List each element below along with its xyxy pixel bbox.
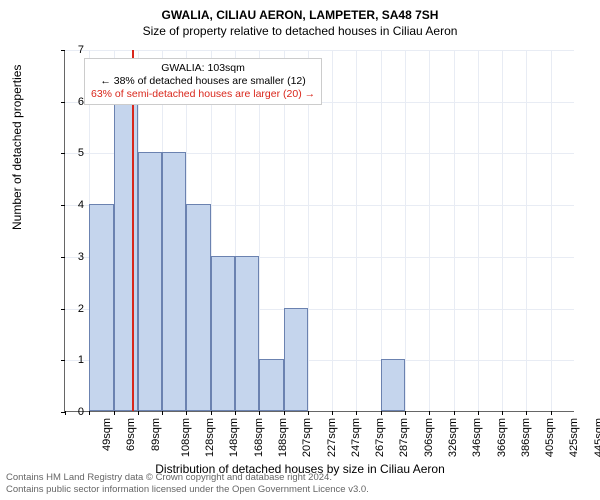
xtick-mark: [259, 411, 260, 415]
gridline-v: [478, 50, 479, 411]
xtick-label: 128sqm: [204, 418, 216, 457]
xtick-label: 287sqm: [399, 418, 411, 457]
xtick-label: 326sqm: [447, 418, 459, 457]
xtick-label: 445sqm: [593, 418, 600, 457]
bar: [186, 204, 210, 411]
gridline-v: [526, 50, 527, 411]
annotation-line-2: ← 38% of detached houses are smaller (12…: [91, 75, 315, 88]
xtick-mark: [429, 411, 430, 415]
page-subtitle: Size of property relative to detached ho…: [0, 22, 600, 38]
xtick-label: 168sqm: [253, 418, 265, 457]
gridline-v: [405, 50, 406, 411]
gridline-h: [65, 50, 574, 51]
gridline-v: [502, 50, 503, 411]
xtick-mark: [551, 411, 552, 415]
xtick-label: 247sqm: [350, 418, 362, 457]
xtick-mark: [356, 411, 357, 415]
bar: [259, 359, 283, 411]
xtick-mark: [478, 411, 479, 415]
bar: [162, 152, 186, 411]
xtick-mark: [405, 411, 406, 415]
gridline-v: [551, 50, 552, 411]
xtick-label: 346sqm: [471, 418, 483, 457]
xtick-mark: [332, 411, 333, 415]
ytick-label: 4: [54, 199, 84, 211]
footer-text: Contains HM Land Registry data © Crown c…: [6, 472, 369, 496]
ytick-label: 1: [54, 354, 84, 366]
ytick-label: 5: [54, 147, 84, 159]
bar: [211, 256, 235, 411]
bar: [138, 152, 162, 411]
xtick-mark: [284, 411, 285, 415]
xtick-label: 188sqm: [277, 418, 289, 457]
y-axis-label: Number of detached properties: [10, 65, 24, 230]
bar: [89, 204, 113, 411]
xtick-label: 366sqm: [496, 418, 508, 457]
bar: [381, 359, 405, 411]
xtick-mark: [138, 411, 139, 415]
xtick-mark: [186, 411, 187, 415]
xtick-mark: [381, 411, 382, 415]
xtick-label: 425sqm: [569, 418, 581, 457]
bar: [114, 101, 138, 411]
annotation-box: GWALIA: 103sqm ← 38% of detached houses …: [84, 58, 322, 105]
xtick-label: 306sqm: [423, 418, 435, 457]
page-title: GWALIA, CILIAU AERON, LAMPETER, SA48 7SH: [0, 0, 600, 22]
bar: [284, 308, 308, 411]
xtick-mark: [526, 411, 527, 415]
xtick-mark: [114, 411, 115, 415]
ytick-label: 7: [54, 44, 84, 56]
gridline-v: [356, 50, 357, 411]
footer-line-1: Contains HM Land Registry data © Crown c…: [6, 472, 369, 484]
xtick-label: 89sqm: [150, 418, 162, 451]
annotation-line-1: GWALIA: 103sqm: [91, 62, 315, 75]
gridline-v: [429, 50, 430, 411]
xtick-mark: [454, 411, 455, 415]
xtick-mark: [308, 411, 309, 415]
xtick-mark: [235, 411, 236, 415]
xtick-mark: [211, 411, 212, 415]
gridline-v: [454, 50, 455, 411]
xtick-label: 108sqm: [180, 418, 192, 457]
ytick-label: 3: [54, 251, 84, 263]
ytick-label: 6: [54, 96, 84, 108]
chart-area: GWALIA: 103sqm ← 38% of detached houses …: [64, 50, 574, 412]
ytick-label: 2: [54, 303, 84, 315]
gridline-v: [381, 50, 382, 411]
xtick-label: 148sqm: [229, 418, 241, 457]
xtick-label: 267sqm: [374, 418, 386, 457]
ytick-label: 0: [54, 406, 84, 418]
xtick-label: 207sqm: [301, 418, 313, 457]
bar: [235, 256, 259, 411]
xtick-label: 405sqm: [544, 418, 556, 457]
annotation-line-3: 63% of semi-detached houses are larger (…: [91, 88, 315, 101]
xtick-label: 69sqm: [125, 418, 137, 451]
gridline-v: [332, 50, 333, 411]
xtick-mark: [89, 411, 90, 415]
xtick-label: 386sqm: [520, 418, 532, 457]
xtick-label: 227sqm: [326, 418, 338, 457]
xtick-label: 49sqm: [101, 418, 113, 451]
xtick-mark: [502, 411, 503, 415]
footer-line-2: Contains public sector information licen…: [6, 484, 369, 496]
xtick-mark: [162, 411, 163, 415]
